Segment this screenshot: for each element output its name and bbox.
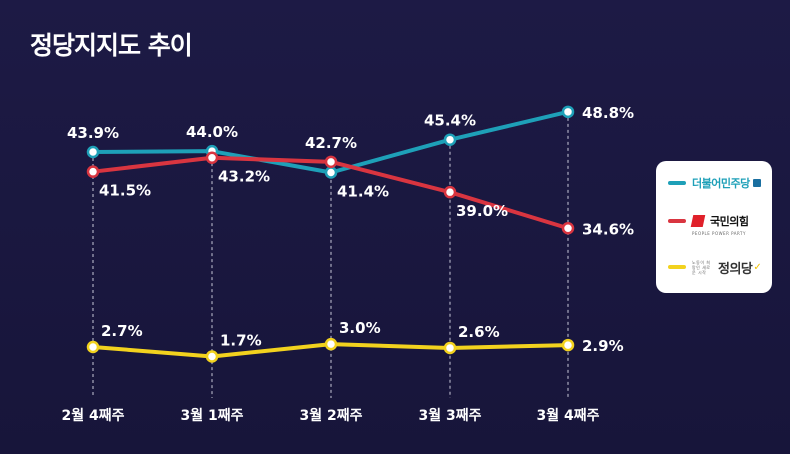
chart-title: 정당지지도 추이 xyxy=(30,31,193,60)
data-point xyxy=(443,133,457,146)
x-tick-label: 3월 3째주 xyxy=(419,407,482,424)
legend-item-minjoo: 더불어민주당 xyxy=(668,173,761,193)
data-point xyxy=(86,165,100,178)
x-tick-label: 2월 4째주 xyxy=(62,407,125,424)
x-tick-label: 3월 1째주 xyxy=(181,407,244,424)
ppp-logo-icon xyxy=(690,215,706,227)
data-label: 45.4% xyxy=(424,112,476,130)
data-label: 1.7% xyxy=(220,332,262,350)
data-point xyxy=(443,341,457,355)
data-label: 41.4% xyxy=(337,183,389,201)
data-label: 39.0% xyxy=(456,202,508,220)
legend-item-justice: 노동이 희망인 새로운 시작 정의당 ✓ xyxy=(668,257,762,277)
data-label: 43.2% xyxy=(218,168,270,186)
data-point xyxy=(86,340,100,354)
data-label: 2.9% xyxy=(582,337,624,355)
data-point xyxy=(443,185,457,199)
legend-label-justice: 정의당 xyxy=(718,261,753,277)
data-label: 2.7% xyxy=(101,322,143,340)
legend-label-minjoo: 더불어민주당 xyxy=(692,177,750,190)
data-point xyxy=(324,166,338,179)
legend-item-ppp: 국민의힘 xyxy=(668,211,749,231)
data-point xyxy=(561,222,575,235)
data-point xyxy=(561,338,575,352)
data-point xyxy=(324,155,338,169)
data-label: 43.9% xyxy=(67,124,119,142)
legend: 더불어민주당 국민의힘 PEOPLE POWER PARTY 노동이 희망인 새… xyxy=(656,161,772,293)
x-tick-label: 3월 2째주 xyxy=(300,407,363,424)
data-point xyxy=(324,337,338,351)
data-label: 44.0% xyxy=(186,123,238,141)
data-point xyxy=(561,105,575,119)
legend-label-ppp: 국민의힘 xyxy=(710,215,749,228)
data-point xyxy=(205,350,219,363)
x-tick-label: 3월 4째주 xyxy=(537,407,600,424)
data-label: 34.6% xyxy=(582,220,634,238)
legend-swatch-ppp xyxy=(668,219,686,223)
legend-swatch-minjoo xyxy=(668,181,686,185)
data-label: 41.5% xyxy=(99,182,151,200)
checkmark-icon: ✓ xyxy=(753,261,762,273)
minjoo-flag-icon xyxy=(752,179,761,187)
legend-sub-ppp: PEOPLE POWER PARTY xyxy=(692,231,746,236)
data-point xyxy=(86,145,100,159)
data-label: 48.8% xyxy=(582,104,634,122)
data-point xyxy=(205,151,219,164)
data-label: 2.6% xyxy=(458,323,500,341)
legend-sub-justice: 노동이 희망인 새로운 시작 xyxy=(692,259,711,275)
data-label: 3.0% xyxy=(339,319,381,337)
data-label: 42.7% xyxy=(305,134,357,152)
legend-swatch-justice xyxy=(668,265,686,269)
